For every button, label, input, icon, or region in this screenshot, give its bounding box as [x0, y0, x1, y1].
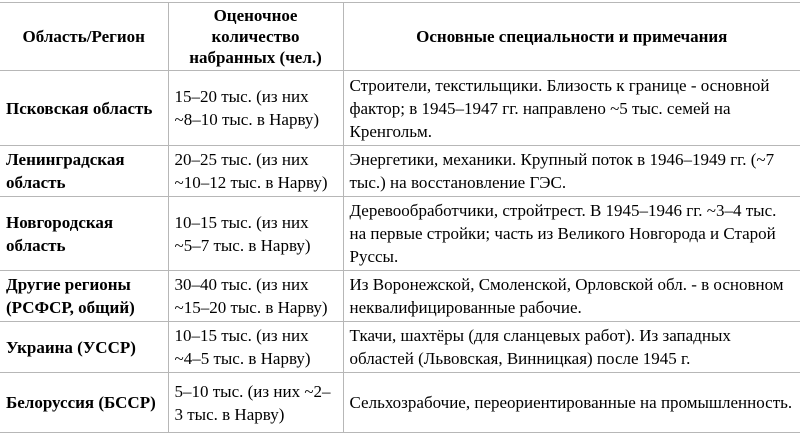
table-row: Ленинградская область 20–25 тыс. (из них…	[0, 145, 800, 197]
recruited-count-cell: 30–40 тыс. (из них ~15–20 тыс. в Нарву)	[167, 270, 343, 322]
table-row: Украина (УССР) 10–15 тыс. (из них ~4–5 т…	[0, 321, 800, 373]
table-header-row: Область/Регион Оценочное количество набр…	[0, 2, 800, 71]
column-header-recruited-count: Оценочное количество набранных (чел.)	[167, 2, 343, 71]
region-cell: Новгородская область	[6, 212, 114, 255]
column-header-specialties-notes: Основные специальности и примечания	[342, 2, 800, 71]
notes-cell: Деревообработчики, стройтрест. В 1945–19…	[342, 196, 800, 271]
notes-cell: Ткачи, шахтёры (для сланцевых работ). Из…	[342, 321, 800, 373]
notes-cell: Сельхозрабочие, переориентированные на п…	[342, 372, 800, 433]
table-row: Новгородская область 10–15 тыс. (из них …	[0, 196, 800, 271]
region-cell: Ленинградская область	[6, 150, 125, 192]
region-cell: Белоруссия (БССР)	[6, 393, 156, 412]
region-cell: Псковская область	[6, 98, 153, 118]
notes-cell: Из Воронежской, Смоленской, Орловской об…	[342, 270, 800, 322]
recruited-count-cell: 5–10 тыс. (из них ~2–3 тыс. в Нарву)	[167, 372, 343, 433]
notes-cell: Строители, текстильщики. Близость к гран…	[342, 70, 800, 146]
region-cell: Украина (УССР)	[6, 337, 136, 357]
column-header-region: Область/Регион	[22, 27, 145, 46]
recruited-count-cell: 10–15 тыс. (из них ~4–5 тыс. в Нарву)	[167, 321, 343, 373]
recruited-count-cell: 15–20 тыс. (из них ~8–10 тыс. в Нарву)	[167, 70, 343, 146]
table-row: Другие регионы (РСФСР, общий) 30–40 тыс.…	[0, 270, 800, 322]
recruited-count-cell: 10–15 тыс. (из них ~5–7 тыс. в Нарву)	[167, 196, 343, 271]
table-row: Псковская область 15–20 тыс. (из них ~8–…	[0, 70, 800, 146]
region-cell: Другие регионы (РСФСР, общий)	[6, 275, 135, 317]
recruited-count-cell: 20–25 тыс. (из них ~10–12 тыс. в Нарву)	[167, 145, 343, 197]
notes-cell: Энергетики, механики. Крупный поток в 19…	[342, 145, 800, 197]
table-row: Белоруссия (БССР) 5–10 тыс. (из них ~2–3…	[0, 372, 800, 433]
